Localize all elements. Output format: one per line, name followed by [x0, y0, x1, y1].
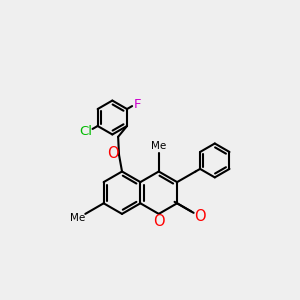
Text: O: O	[153, 214, 165, 229]
Text: O: O	[107, 146, 118, 161]
Text: Me: Me	[151, 141, 166, 151]
Text: F: F	[134, 98, 142, 111]
Text: O: O	[194, 209, 206, 224]
Text: Me: Me	[70, 213, 85, 223]
Text: Cl: Cl	[80, 124, 93, 138]
